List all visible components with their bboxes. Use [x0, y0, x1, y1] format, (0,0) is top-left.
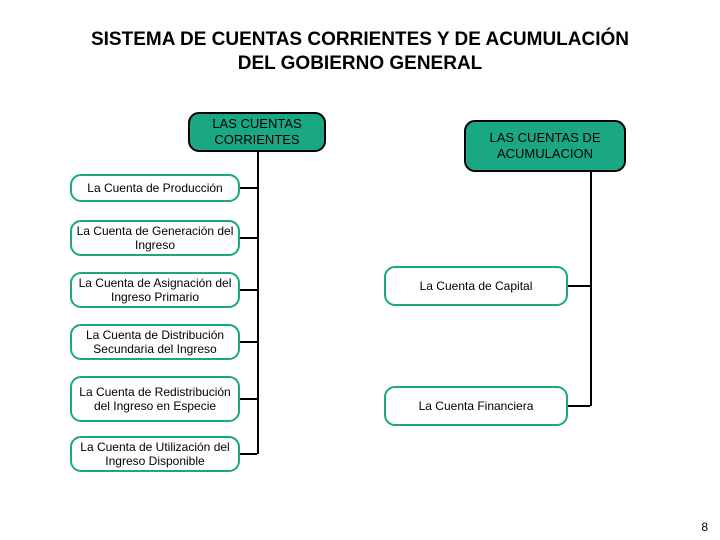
- connector-h-utilizacion: [240, 453, 257, 455]
- page-title: SISTEMA DE CUENTAS CORRIENTES Y DE ACUMU…: [60, 28, 660, 76]
- connector-h-financiera: [568, 405, 590, 407]
- connector-h-capital: [568, 285, 590, 287]
- node-corrientes-header: LAS CUENTAS CORRIENTES: [188, 112, 326, 152]
- node-produccion: La Cuenta de Producción: [70, 174, 240, 202]
- title-line-2: DEL GOBIERNO GENERAL: [238, 53, 483, 74]
- node-utilizacion: La Cuenta de Utilización del Ingreso Dis…: [70, 436, 240, 472]
- node-capital: La Cuenta de Capital: [384, 266, 568, 306]
- connector-right-trunk-v: [590, 172, 592, 406]
- connector-h-generacion: [240, 237, 257, 239]
- connector-h-asignacion: [240, 289, 257, 291]
- connector-left-trunk-v: [257, 152, 259, 454]
- node-asignacion: La Cuenta de Asignación del Ingreso Prim…: [70, 272, 240, 308]
- page-number: 8: [701, 520, 708, 534]
- connector-h-redistribucion: [240, 398, 257, 400]
- node-redistribucion: La Cuenta de Redistribución del Ingreso …: [70, 376, 240, 422]
- title-line-1: SISTEMA DE CUENTAS CORRIENTES Y DE ACUMU…: [91, 29, 629, 50]
- connector-h-produccion: [240, 187, 257, 189]
- node-financiera: La Cuenta Financiera: [384, 386, 568, 426]
- node-distribucion: La Cuenta de Distribución Secundaria del…: [70, 324, 240, 360]
- node-acumulacion-header: LAS CUENTAS DE ACUMULACION: [464, 120, 626, 172]
- connector-h-distribucion: [240, 341, 257, 343]
- node-generacion: La Cuenta de Generación del Ingreso: [70, 220, 240, 256]
